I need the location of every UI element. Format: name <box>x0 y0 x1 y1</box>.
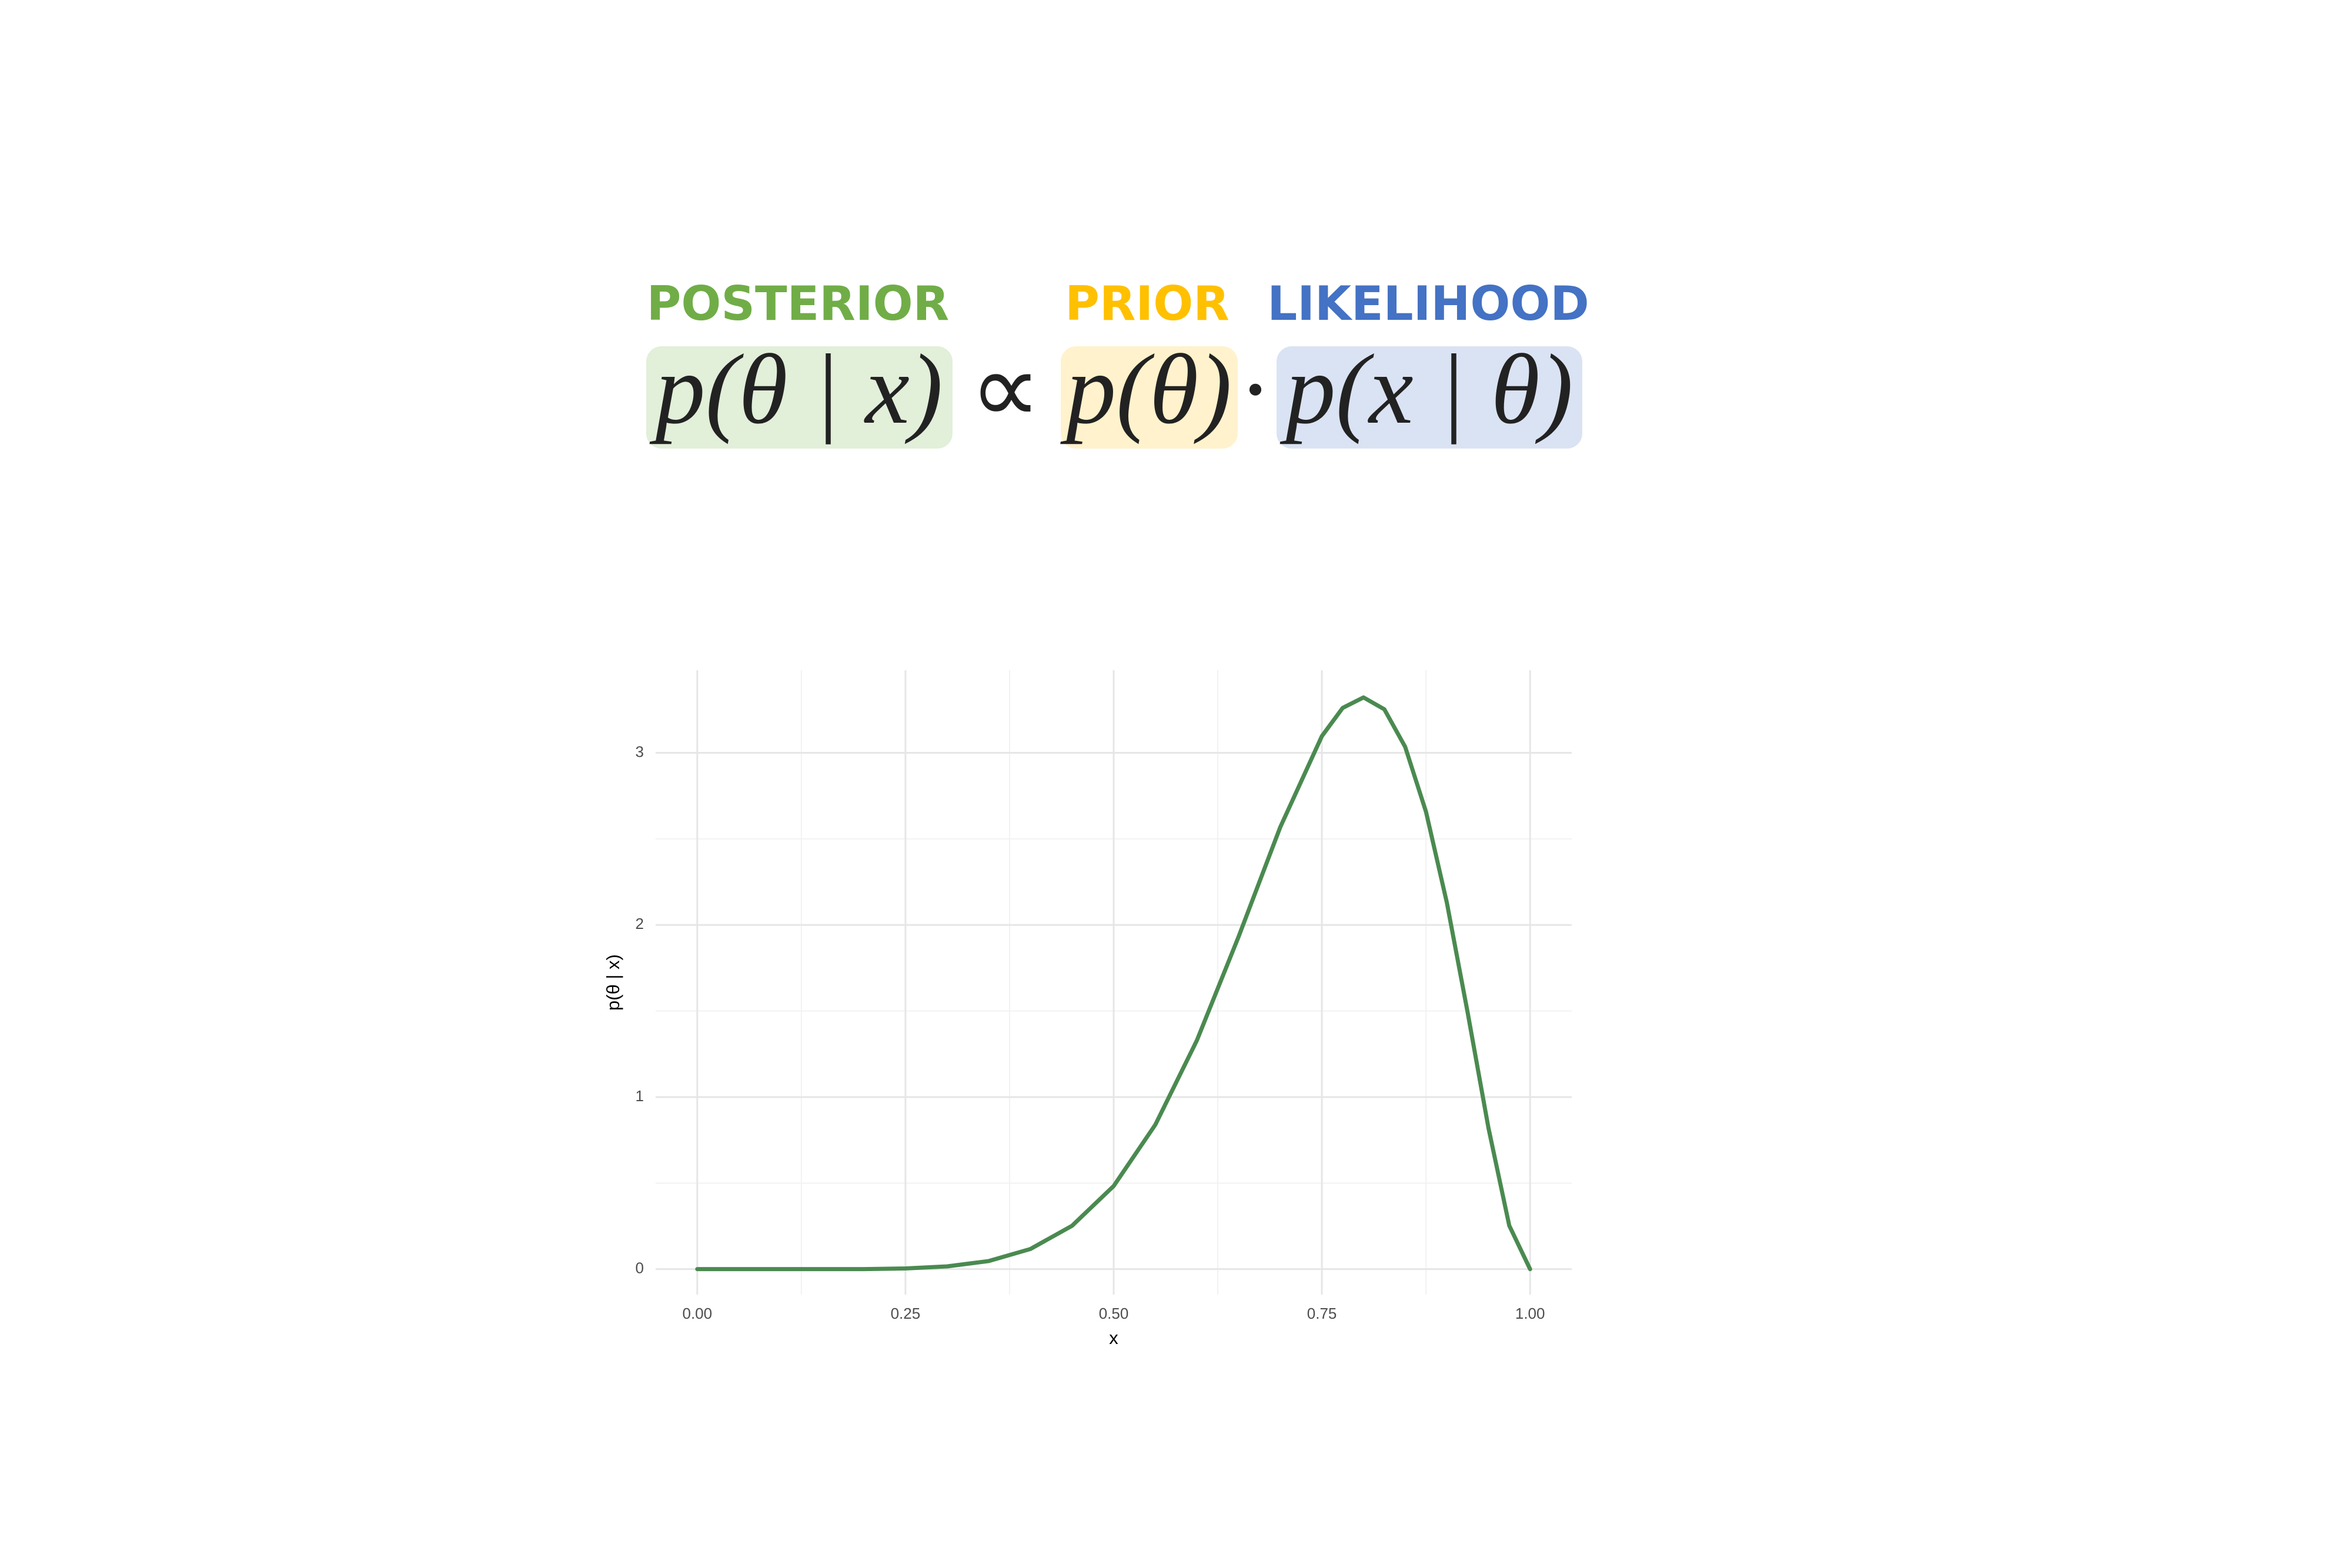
line <box>695 695 1532 1272</box>
prior-label: PRIOR <box>1065 276 1230 331</box>
x-tick-label: 0.50 <box>1099 1305 1129 1322</box>
posterior-formula: p(θ | x) <box>650 334 943 444</box>
x-tick-label: 1.00 <box>1515 1305 1545 1322</box>
prior-box <box>1061 346 1238 449</box>
likelihood-label: LIKELIHOOD <box>1267 276 1589 331</box>
proportional-sign: ∝ <box>970 334 1041 444</box>
x-tick-label: 0.75 <box>1307 1305 1337 1322</box>
chart: 0.00 0.25 0.50 0.75 1.00 0 1 2 3 x p(θ | x) <box>603 670 1572 1348</box>
y-tick-label: 1 <box>636 1087 644 1105</box>
prior-formula: p(θ) <box>1060 334 1232 444</box>
likelihood-formula: p(x | θ) <box>1280 334 1573 444</box>
dot-sign: · <box>1239 334 1272 444</box>
likelihood-box <box>1277 346 1582 449</box>
posterior-box <box>646 346 953 449</box>
x-tick-label: 0.00 <box>683 1305 713 1322</box>
y-tick-label: 2 <box>636 915 644 932</box>
posterior-label: POSTERIOR <box>647 276 949 331</box>
y-tick-label: 3 <box>636 743 644 760</box>
y-tick-label: 0 <box>636 1259 644 1277</box>
x-tick-label: 0.25 <box>891 1305 921 1322</box>
x-axis-title: x <box>1109 1328 1118 1348</box>
y-axis-title: p(θ | x) <box>603 954 623 1011</box>
